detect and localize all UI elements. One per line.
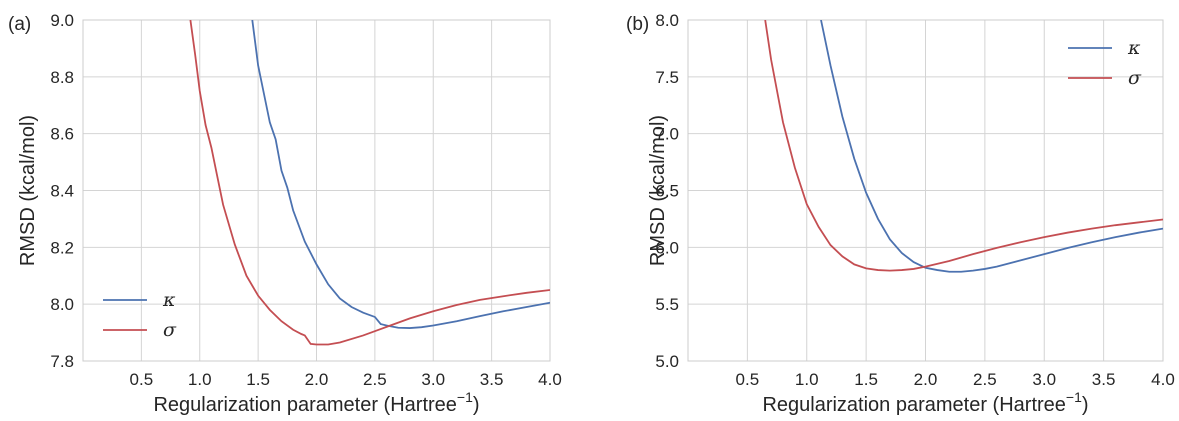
x-tick-label: 1.0 xyxy=(795,370,819,389)
series-line-sigma xyxy=(764,20,1163,272)
y-tick-label: 5.0 xyxy=(655,352,679,371)
legend-label-kappa: κ xyxy=(162,289,176,311)
panel-a: 0.5 1.0 1.5 2.0 2.5 3.0 3.5 4.0 7.8 8.0 8.2 8.4 8.6 8… xyxy=(8,11,562,416)
plot-frame xyxy=(82,19,551,362)
x-tick-label: 3.5 xyxy=(480,370,504,389)
y-tick-label: 8.6 xyxy=(50,125,74,144)
x-tick-label: 3.5 xyxy=(1092,370,1116,389)
legend-label-sigma: σ xyxy=(163,319,177,341)
legend-label-sigma: σ xyxy=(1128,67,1142,89)
y-tick-label: 8.0 xyxy=(50,295,74,314)
x-tick-label: 2.5 xyxy=(973,370,997,389)
panel-b: 0.5 1.0 1.5 2.0 2.5 3.0 3.5 4.0 5.0 5.5 6.0 6.5 7.0 7… xyxy=(626,11,1175,416)
series-line-kappa xyxy=(820,20,1163,273)
y-tick-label: 6.0 xyxy=(655,238,679,257)
y-tick-label: 7.5 xyxy=(655,68,679,87)
x-tick-label: 4.0 xyxy=(538,370,562,389)
x-axis-label-superscript: −1 xyxy=(457,389,473,405)
x-axis-label-main: Regularization parameter (Hartree xyxy=(153,394,456,416)
x-axis-label-main: Regularization parameter (Hartree xyxy=(762,394,1065,416)
plot-frame xyxy=(687,19,1164,362)
series-line-kappa xyxy=(251,20,550,329)
y-tick-label: 8.0 xyxy=(655,11,679,30)
x-axis-label-close: ) xyxy=(1082,394,1089,416)
panel-label: (b) xyxy=(626,14,649,35)
x-tick-label: 3.0 xyxy=(421,370,445,389)
y-tick-label: 9.0 xyxy=(50,11,74,30)
y-axis-label: RMSD (kcal/mol) xyxy=(647,115,669,266)
x-tick-label: 2.0 xyxy=(305,370,329,389)
x-axis-label-superscript: −1 xyxy=(1066,389,1082,405)
y-tick-label: 7.8 xyxy=(50,352,74,371)
x-tick-label: 4.0 xyxy=(1151,370,1175,389)
x-tick-label: 2.0 xyxy=(914,370,938,389)
x-tick-label: 1.0 xyxy=(188,370,212,389)
panel-label: (a) xyxy=(8,14,31,35)
y-axis-label: RMSD (kcal/mol) xyxy=(17,115,39,266)
x-tick-label: 0.5 xyxy=(130,370,154,389)
x-tick-label: 0.5 xyxy=(736,370,760,389)
x-tick-label: 3.0 xyxy=(1032,370,1056,389)
x-tick-label: 1.5 xyxy=(854,370,878,389)
y-tick-label: 6.5 xyxy=(655,182,679,201)
x-tick-label: 1.5 xyxy=(246,370,270,389)
x-tick-label: 2.5 xyxy=(363,370,387,389)
y-tick-label: 7.0 xyxy=(655,125,679,144)
series-line-sigma xyxy=(189,20,550,346)
x-axis-label: Regularization parameter (Hartree−1) xyxy=(762,389,1088,416)
y-tick-label: 8.8 xyxy=(50,68,74,87)
y-tick-label: 8.2 xyxy=(50,238,74,257)
y-tick-label: 5.5 xyxy=(655,295,679,314)
y-tick-label: 8.4 xyxy=(50,182,74,201)
x-axis-label: Regularization parameter (Hartree−1) xyxy=(153,389,479,416)
legend-label-kappa: κ xyxy=(1127,37,1141,59)
x-axis-label-close: ) xyxy=(473,394,480,416)
